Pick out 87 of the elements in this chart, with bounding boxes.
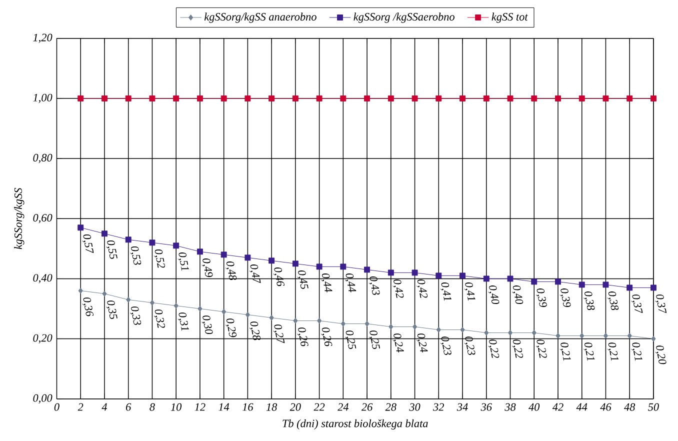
legend-label: kgSSorg /kgSSaerobno [354, 12, 454, 23]
y-tick-label: 1,00 [33, 94, 52, 103]
x-tick-label: 20 [290, 403, 301, 411]
y-axis-title: kgSSorg/kgSS [14, 188, 24, 250]
x-tick-label: 34 [456, 403, 468, 411]
data-label: 0,21 [560, 342, 571, 361]
data-label: 0,24 [416, 334, 428, 352]
x-tick-label: 28 [385, 403, 396, 411]
data-label: 0,36 [82, 298, 94, 316]
x-tick-label: 14 [218, 403, 230, 411]
data-label: 0,57 [82, 234, 94, 253]
x-tick-label: 48 [624, 403, 636, 411]
data-label: 0,24 [392, 334, 404, 352]
data-label: 0,49 [202, 258, 213, 277]
y-tick-label: 0,80 [33, 154, 52, 164]
x-tick-label: 36 [480, 403, 492, 411]
data-label: 0,31 [178, 312, 189, 331]
x-tick-label: 2 [78, 403, 84, 411]
data-label: 0,51 [178, 252, 189, 271]
data-label: 0,37 [631, 294, 643, 313]
legend-label: kgSSorg/kgSS anaerobno [204, 12, 316, 23]
data-label: 0,43 [368, 276, 380, 295]
data-label: 0,42 [416, 279, 428, 298]
data-label: 0,41 [464, 282, 476, 301]
data-label: 0,22 [488, 340, 500, 358]
data-label: 0,27 [273, 324, 285, 344]
data-label: 0,48 [226, 261, 237, 280]
x-tick-label: 44 [576, 403, 588, 411]
data-label: 0,22 [536, 340, 547, 358]
data-label: 0,37 [655, 294, 667, 313]
data-label: 0,25 [344, 330, 356, 349]
data-label: 0,21 [584, 342, 595, 361]
y-tick-label: 0,40 [33, 274, 52, 284]
data-label: 0,28 [249, 322, 261, 340]
x-tick-label: 32 [433, 403, 444, 411]
x-tick-label: 30 [409, 403, 420, 411]
x-tick-label: 40 [528, 403, 540, 411]
data-label: 0,30 [202, 316, 213, 334]
x-tick-label: 10 [170, 403, 182, 411]
y-tick-label: 0,00 [33, 394, 52, 404]
x-tick-label: 18 [266, 403, 278, 411]
x-tick-label: 8 [150, 403, 155, 411]
data-label: 0,41 [440, 282, 452, 301]
x-tick-label: 24 [338, 403, 349, 411]
data-label: 0,42 [392, 279, 404, 298]
data-label: 0,39 [536, 288, 547, 307]
data-label: 0,44 [321, 273, 332, 292]
x-tick-label: 4 [102, 403, 108, 411]
data-label: 0,23 [440, 336, 452, 355]
data-label: 0,38 [607, 292, 619, 310]
x-tick-label: 16 [242, 403, 254, 411]
x-tick-label: 38 [504, 403, 516, 411]
data-label: 0,32 [154, 310, 165, 328]
x-tick-label: 50 [648, 403, 659, 411]
x-axis-title: Tb (dni) starost biološkega blata [282, 419, 428, 430]
data-label: 0,25 [368, 330, 380, 349]
y-tick-label: 1,20 [33, 34, 52, 43]
y-tick-label: 0,60 [33, 214, 52, 224]
data-label: 0,40 [488, 286, 500, 304]
x-tick-label: 26 [361, 403, 373, 411]
data-label: 0,23 [464, 336, 476, 355]
data-label: 0,52 [154, 249, 165, 268]
data-label: 0,39 [560, 288, 571, 307]
y-tick-label: 0,20 [33, 334, 52, 344]
data-label: 0,45 [297, 270, 308, 289]
data-label: 0,47 [249, 264, 261, 283]
data-label: 0,33 [130, 306, 142, 325]
x-tick-label: 46 [600, 403, 612, 411]
x-tick-label: 22 [314, 403, 325, 411]
data-label: 0,26 [297, 328, 308, 346]
data-label: 0,22 [512, 340, 524, 358]
x-tick-label: 42 [552, 403, 564, 411]
data-label: 0,44 [344, 273, 356, 292]
data-label: 0,55 [106, 240, 118, 259]
data-label: 0,38 [584, 292, 595, 310]
data-label: 0,35 [106, 300, 118, 319]
data-label: 0,21 [631, 342, 642, 361]
data-label: 0,26 [321, 328, 332, 346]
data-label: 0,40 [512, 286, 524, 304]
data-label: 0,53 [130, 246, 142, 265]
data-label: 0,21 [607, 342, 619, 361]
x-tick-label: 0 [54, 403, 60, 411]
legend-label: kgSS tot [492, 12, 528, 23]
x-tick-label: 6 [126, 403, 132, 411]
data-label: 0,20 [655, 346, 666, 364]
x-tick-label: 12 [194, 403, 206, 411]
data-label: 0,29 [226, 318, 237, 338]
